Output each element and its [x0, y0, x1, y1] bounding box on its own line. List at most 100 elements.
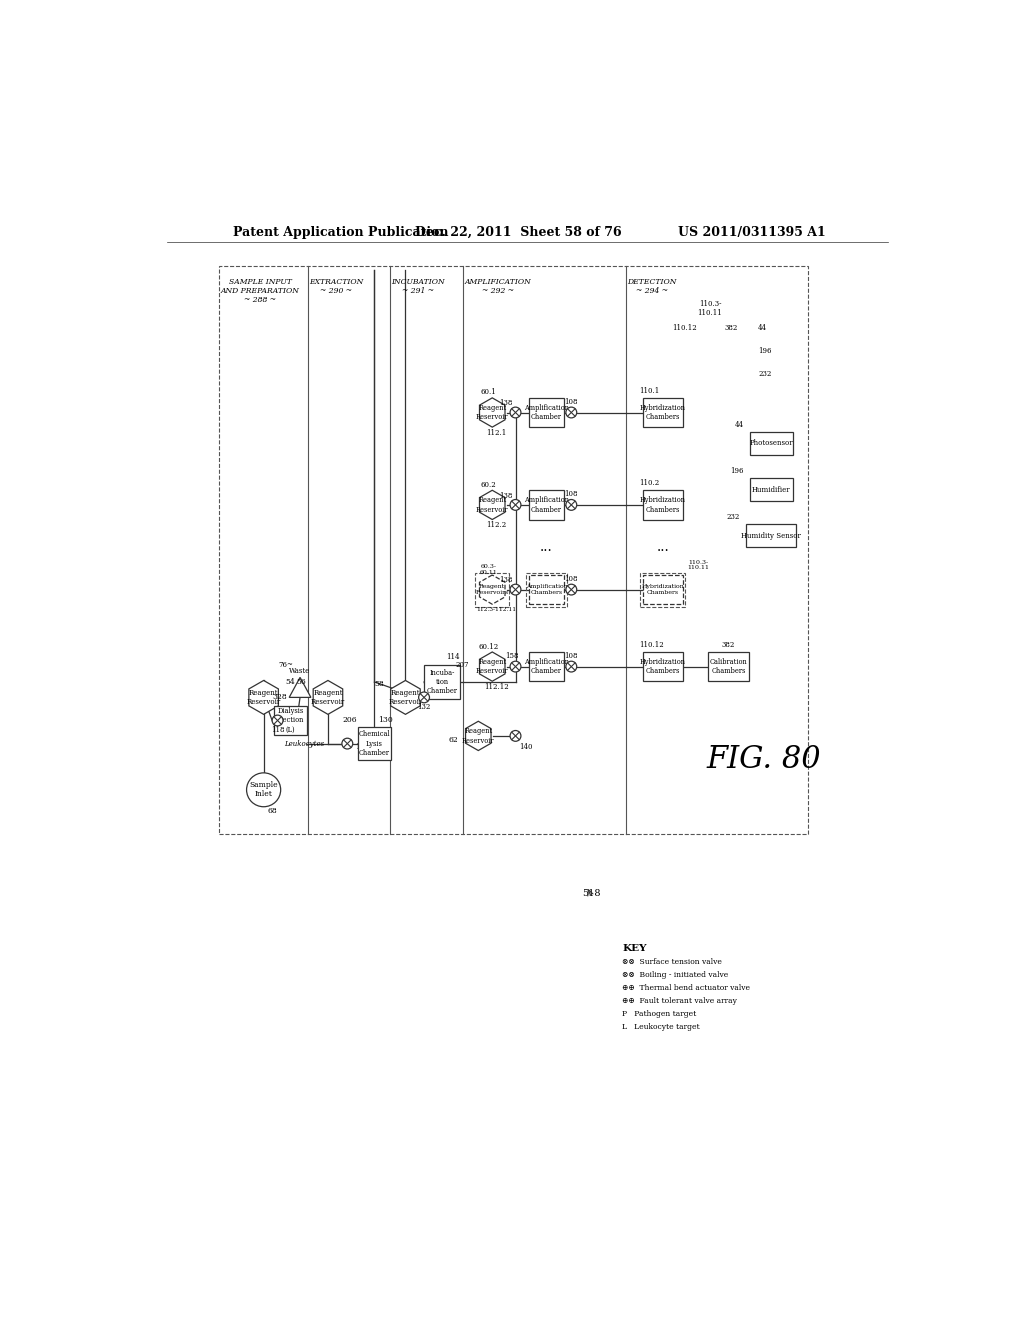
Text: 382: 382 — [722, 642, 735, 649]
FancyBboxPatch shape — [643, 397, 683, 428]
Circle shape — [510, 661, 521, 672]
Text: ⊕⊕  Thermal bend actuator valve: ⊕⊕ Thermal bend actuator valve — [623, 983, 751, 991]
Text: 132: 132 — [418, 702, 431, 710]
Text: INCUBATION
~ 291 ~: INCUBATION ~ 291 ~ — [391, 277, 445, 294]
Circle shape — [510, 585, 521, 595]
Text: Reagent
Reservoir: Reagent Reservoir — [462, 727, 495, 744]
Polygon shape — [466, 721, 492, 751]
Text: 60.2: 60.2 — [480, 480, 497, 488]
Text: AMPLIFICATION
~ 292 ~: AMPLIFICATION ~ 292 ~ — [464, 277, 531, 294]
Text: 62: 62 — [449, 735, 458, 743]
Text: Amplification
Chamber: Amplification Chamber — [524, 404, 569, 421]
Circle shape — [566, 499, 577, 511]
Text: Humidity Sensor: Humidity Sensor — [741, 532, 801, 540]
Text: 54: 54 — [286, 678, 295, 686]
Text: Reagent
Reservoir: Reagent Reservoir — [388, 689, 423, 706]
Text: 232: 232 — [759, 370, 772, 378]
Circle shape — [247, 774, 281, 807]
Text: 118: 118 — [270, 726, 285, 734]
Text: Amplification
Chambers: Amplification Chambers — [525, 585, 567, 595]
Text: SAMPLE INPUT
AND PREPARATION
~ 288 ~: SAMPLE INPUT AND PREPARATION ~ 288 ~ — [221, 277, 300, 304]
Text: Incuba-
tion
Chamber: Incuba- tion Chamber — [426, 669, 458, 696]
Text: 110.12: 110.12 — [672, 323, 696, 331]
Circle shape — [510, 407, 521, 418]
Polygon shape — [289, 677, 311, 697]
Text: 112.3-112.11: 112.3-112.11 — [476, 607, 516, 612]
Text: 112.2: 112.2 — [486, 521, 506, 529]
FancyBboxPatch shape — [643, 490, 683, 520]
FancyBboxPatch shape — [528, 652, 564, 681]
Text: 110.3-
110.11: 110.3- 110.11 — [697, 300, 722, 317]
Text: 44: 44 — [758, 323, 766, 331]
Text: 128: 128 — [355, 743, 369, 751]
Text: 56: 56 — [297, 678, 306, 686]
Text: ⊕⊕  Fault tolerant valve array: ⊕⊕ Fault tolerant valve array — [623, 997, 737, 1005]
Text: Reagent
Reservoirs: Reagent Reservoirs — [475, 585, 509, 595]
Circle shape — [566, 585, 577, 595]
Text: 68: 68 — [267, 808, 278, 816]
Polygon shape — [479, 490, 505, 520]
Text: 60.3-
60.11: 60.3- 60.11 — [479, 564, 498, 576]
Text: 130: 130 — [378, 717, 393, 725]
Text: 108: 108 — [564, 652, 579, 660]
Text: 60.1: 60.1 — [480, 388, 497, 396]
Text: 108: 108 — [564, 490, 579, 498]
Text: Patent Application Publication: Patent Application Publication — [232, 226, 449, 239]
Text: 60.12: 60.12 — [478, 643, 499, 651]
Text: KEY: KEY — [623, 944, 647, 953]
Text: 232: 232 — [727, 513, 740, 521]
Text: ⊗⊗  Surface tension valve: ⊗⊗ Surface tension valve — [623, 958, 722, 966]
Polygon shape — [313, 681, 343, 714]
Text: Chemical
Lysis
Chamber: Chemical Lysis Chamber — [358, 730, 390, 756]
Text: 110.3-
110.11: 110.3- 110.11 — [687, 560, 710, 570]
Circle shape — [510, 499, 521, 511]
Text: 108: 108 — [564, 397, 579, 405]
Text: 196: 196 — [759, 347, 772, 355]
Text: EXTRACTION
~ 290 ~: EXTRACTION ~ 290 ~ — [309, 277, 364, 294]
Text: Amplification
Chamber: Amplification Chamber — [524, 657, 569, 676]
Text: 110.2: 110.2 — [640, 479, 659, 487]
Text: 108: 108 — [564, 574, 579, 583]
Text: 112.12: 112.12 — [483, 682, 509, 690]
Text: 44: 44 — [735, 421, 744, 429]
Text: Dec. 22, 2011  Sheet 58 of 76: Dec. 22, 2011 Sheet 58 of 76 — [415, 226, 622, 239]
Text: 112.1: 112.1 — [486, 429, 506, 437]
Text: ...: ... — [540, 540, 553, 554]
FancyBboxPatch shape — [643, 652, 683, 681]
Text: 140: 140 — [519, 743, 532, 751]
Text: Hybridization
Chambers: Hybridization Chambers — [640, 496, 686, 513]
Text: 110.1: 110.1 — [640, 387, 659, 395]
FancyBboxPatch shape — [746, 524, 797, 548]
Text: Reagent
Reservoir: Reagent Reservoir — [247, 689, 281, 706]
Text: Hybridization
Chambers: Hybridization Chambers — [640, 657, 686, 676]
FancyBboxPatch shape — [750, 478, 793, 502]
Text: P   Pathogen target: P Pathogen target — [623, 1010, 696, 1018]
FancyBboxPatch shape — [750, 432, 793, 455]
Text: Calibration
Chambers: Calibration Chambers — [710, 657, 748, 676]
Text: 58: 58 — [374, 680, 384, 688]
FancyBboxPatch shape — [528, 490, 564, 520]
Text: 207: 207 — [456, 661, 469, 669]
Text: Humidifier: Humidifier — [752, 486, 791, 494]
FancyBboxPatch shape — [528, 576, 564, 605]
FancyBboxPatch shape — [709, 652, 749, 681]
FancyBboxPatch shape — [528, 397, 564, 428]
Text: 138: 138 — [500, 577, 513, 585]
Text: Photosensor: Photosensor — [750, 440, 793, 447]
Circle shape — [272, 715, 283, 726]
Text: 76~: 76~ — [279, 661, 294, 669]
FancyBboxPatch shape — [358, 727, 391, 760]
FancyBboxPatch shape — [643, 576, 683, 605]
Text: Reagent
Reservoir: Reagent Reservoir — [476, 404, 509, 421]
Text: Waste: Waste — [290, 667, 310, 676]
Text: L   Leukocyte target: L Leukocyte target — [623, 1023, 700, 1031]
Polygon shape — [391, 681, 420, 714]
Polygon shape — [479, 576, 505, 605]
Circle shape — [566, 407, 577, 418]
Text: Dialysis
Section
(L): Dialysis Section (L) — [278, 708, 304, 734]
Text: Reagent
Reservoir: Reagent Reservoir — [311, 689, 345, 706]
Polygon shape — [479, 397, 505, 428]
Text: 114: 114 — [445, 653, 459, 661]
Text: 518: 518 — [583, 890, 601, 898]
Text: 110.12: 110.12 — [640, 642, 665, 649]
